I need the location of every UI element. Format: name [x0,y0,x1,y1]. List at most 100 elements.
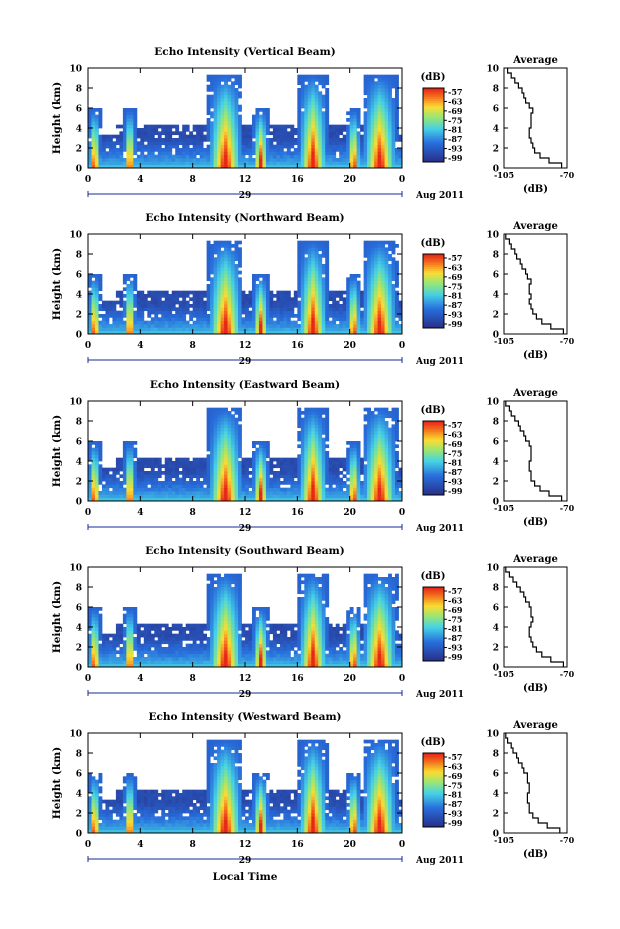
heatmap-cell [217,494,221,499]
heatmap-cell [349,487,354,492]
heatmap-cell [395,114,399,119]
heatmap-cell [210,454,214,459]
heatmap-cell [234,94,239,99]
heatmap-cell [185,497,190,502]
heatmap-cell [307,447,312,452]
heatmap-cell [332,320,337,325]
heatmap-cell [206,327,211,332]
heatmap-cell [360,141,365,146]
heatmap-cell [136,494,141,499]
heatmap-cell [314,274,319,278]
heatmap-cell [342,158,347,162]
heatmap-cell [157,131,162,136]
average-xlabel: (dB) [523,350,548,361]
heatmap-cell [199,327,204,332]
heatmap-cell [178,138,183,142]
heatmap-cell [231,300,235,305]
heatmap-cell [119,497,124,502]
heatmap-cell [206,297,211,302]
heatmap-cell [269,330,274,335]
heatmap-cell [276,144,281,149]
heatmap-cell [325,141,330,146]
heatmap-cell [314,121,319,126]
heatmap-cell [342,457,347,462]
heatmap-cell [346,290,351,295]
heatmap-cell [342,151,347,156]
heatmap-cell [318,431,323,435]
heatmap-cell [342,138,347,142]
heatmap-cell [126,131,131,136]
heatmap-cell [321,327,326,332]
heatmap-cell [231,417,235,422]
heatmap-cell [283,491,288,495]
heatmap-cell [297,484,302,489]
heatmap-cell [154,294,159,298]
heatmap-cell [272,330,277,335]
heatmap-cell [304,151,309,156]
heatmap-cell [300,467,305,472]
heatmap-cell [356,441,361,445]
heatmap-cell [241,304,246,308]
heatmap-cell [210,424,214,429]
heatmap-cell [311,247,316,252]
heatmap-cell [328,304,333,308]
heatmap-cell [321,247,326,252]
heatmap-cell [377,300,382,305]
heatmap-cell [279,314,284,318]
heatmap-cell [307,91,312,96]
heatmap-cell [304,74,309,79]
heatmap-cell [363,451,368,455]
heatmap-cell [199,307,204,312]
heatmap-cell [314,240,319,245]
heatmap-cell [353,467,358,472]
heatmap-cell [168,474,173,479]
heatmap-cell [363,284,368,288]
heatmap-cell [391,494,396,499]
heatmap-cell [304,444,309,449]
heatmap-cell [307,247,312,252]
heatmap-cell [374,111,378,116]
heatmap-cell [377,158,382,162]
heatmap-cell [304,477,309,482]
heatmap-cell [286,141,291,146]
heatmap-cell [185,134,190,139]
heatmap-cell [304,88,309,92]
heatmap-cell [363,264,368,268]
heatmap-cell [283,477,288,482]
heatmap-cell [245,131,249,136]
heatmap-cell [391,320,396,325]
heatmap-cell [255,121,260,126]
heatmap-cell [224,74,228,79]
heatmap-cell [290,494,295,499]
heatmap-cell [175,124,180,129]
heatmap-cell [161,294,166,298]
heatmap-cell [227,154,232,159]
heatmap-cell [349,138,354,142]
heatmap-cell [269,484,274,489]
heatmap-cell [238,481,242,485]
heatmap-cell [314,161,319,166]
heatmap-cell [168,471,173,475]
heatmap-cell [395,74,399,79]
colorbar-segment [423,270,444,273]
heatmap-cell [255,294,260,298]
heatmap-cell [297,407,302,412]
heatmap-cell [224,431,228,435]
heatmap-cell [279,487,284,492]
heatmap-cell [238,114,242,119]
heatmap-cell [297,101,302,106]
heatmap-cell [133,124,138,129]
heatmap-cell [147,491,152,495]
heatmap-cell [374,431,378,435]
heatmap-cell [367,280,371,285]
heatmap-cell [325,411,330,415]
heatmap-cell [265,444,270,449]
heatmap-cell [346,141,351,146]
heatmap-cell [171,144,176,149]
average-y-tick-label: 8 [493,251,499,261]
x-tick-label: 0 [85,175,91,185]
heatmap-cell [147,457,152,462]
heatmap-cell [311,447,316,452]
heatmap-cell [255,457,260,462]
heatmap-cell [133,467,138,472]
